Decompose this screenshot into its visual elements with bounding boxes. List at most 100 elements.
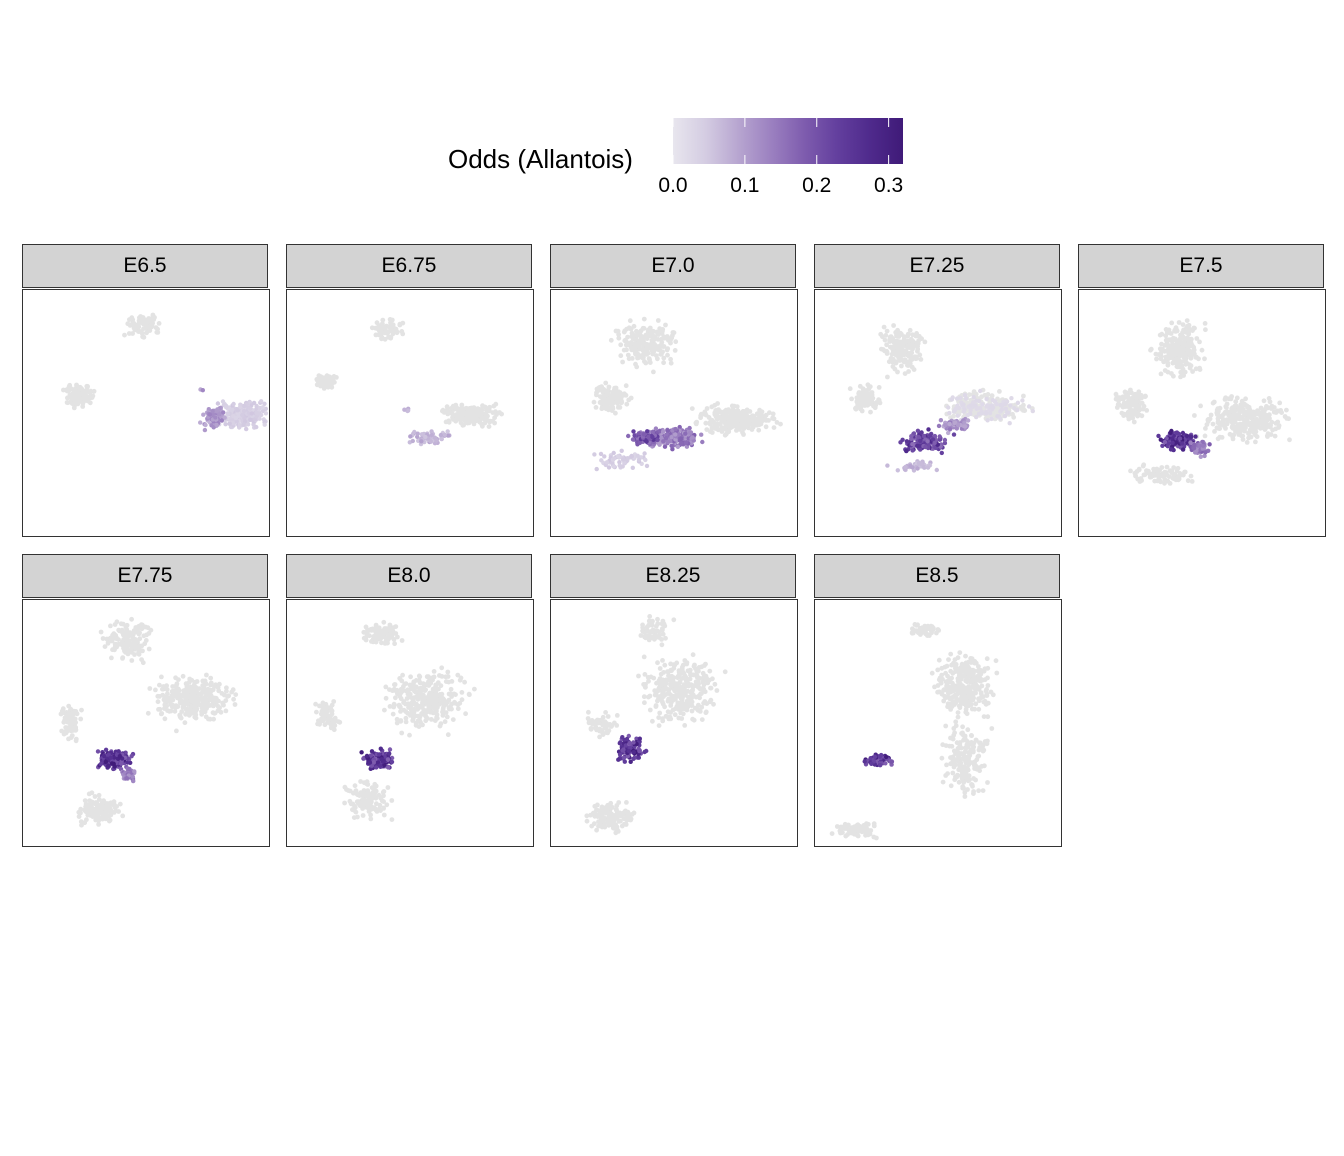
cell-point [137,636,142,641]
cell-point [1160,444,1164,448]
cell-point [165,708,170,713]
facet-plot-area [550,289,798,537]
cell-point [740,430,745,435]
cell-point [416,432,420,436]
cell-point [610,405,615,410]
cell-point [732,413,737,418]
cell-point [947,422,951,426]
cell-point [1268,423,1273,428]
cell-point [1141,464,1146,469]
cell-point [910,465,914,469]
cell-point [962,421,966,425]
cell-point [679,442,683,446]
cell-point [1149,472,1154,477]
cell-point [974,415,978,419]
cell-point [639,334,644,339]
cell-point [391,712,396,717]
cell-point [631,429,635,433]
cell-point [618,342,623,347]
cell-point [228,421,232,425]
cell-point [242,409,246,413]
cell-point [1006,411,1010,415]
cell-point [67,387,72,392]
cell-point [125,776,129,780]
cell-point [109,656,114,661]
cell-point [1177,358,1182,363]
cell-point [618,353,623,358]
cell-point [446,680,451,685]
cell-point [600,389,605,394]
cell-point [104,760,108,764]
cell-point [1184,330,1189,335]
cell-point [849,397,854,402]
cell-point [65,396,70,401]
cell-point [947,411,951,415]
cell-point [1265,434,1270,439]
cell-point [159,711,164,716]
facet-plot-area [814,289,1062,537]
cell-point [1173,342,1178,347]
cell-point [1205,422,1210,427]
cell-point [184,707,189,712]
cell-point [130,775,134,779]
cell-point [88,389,93,394]
facet-panel: E7.75 [22,554,269,1156]
cell-point [372,782,377,787]
cell-point [1164,327,1169,332]
cell-point [458,678,463,683]
cell-point [132,323,137,328]
cell-point [938,434,942,438]
cell-point [735,404,740,409]
cell-point [73,400,78,405]
cell-point [1203,327,1208,332]
cell-point [1172,337,1177,342]
cell-point [181,674,186,679]
cell-point [254,425,258,429]
cell-point [369,639,374,644]
cell-point [114,804,119,809]
cell-point [74,737,79,742]
cell-point [428,699,433,704]
cell-point [1172,472,1177,477]
cell-point [984,397,988,401]
cell-point [642,342,647,347]
cell-point [198,420,202,424]
colorbar-gradient [673,118,903,164]
cell-point [390,688,395,693]
cell-point [440,674,445,679]
cell-point [628,342,633,347]
cell-point [93,794,98,799]
cell-point [642,317,647,322]
cell-point [400,332,405,337]
cell-point [449,406,454,411]
cell-point [97,793,102,798]
cell-point [601,400,606,405]
cell-point [669,444,673,448]
cell-point [127,638,132,643]
cell-point [952,432,956,436]
cell-point [899,332,904,337]
cell-point [364,625,369,630]
cell-point [66,737,71,742]
cell-point [465,421,470,426]
cell-point [119,621,124,626]
cell-point [642,451,646,455]
cell-point [444,409,449,414]
cell-point [250,411,254,415]
cell-point [158,707,163,712]
cell-point [916,338,921,343]
cell-point [645,429,649,433]
cell-point [438,693,443,698]
cell-point [631,437,635,441]
cell-point [730,404,735,409]
cell-point [1166,370,1171,375]
cell-point [211,700,216,705]
cell-point [204,694,209,699]
cell-point [895,328,900,333]
cell-point [109,755,113,759]
legend-tick-label: 0.1 [730,174,759,198]
cell-point [244,427,248,431]
cell-point [261,405,265,409]
cell-point [64,726,69,731]
cell-point [178,715,183,720]
